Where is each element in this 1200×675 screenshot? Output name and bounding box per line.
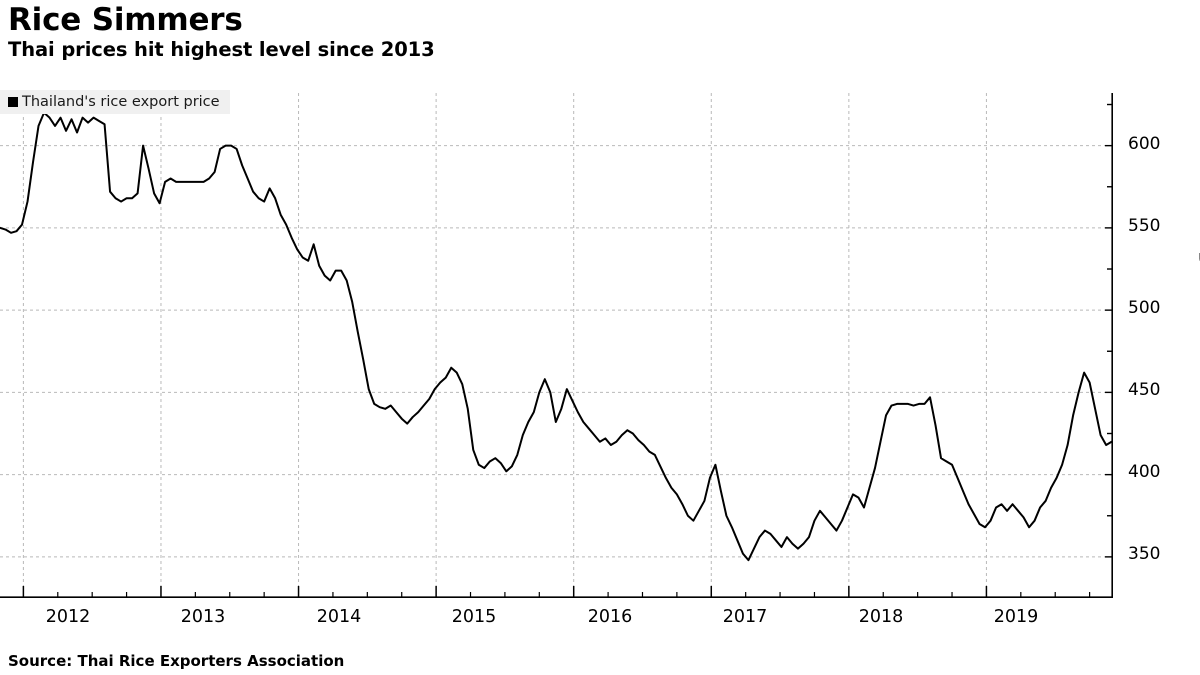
legend-swatch-icon bbox=[8, 97, 18, 107]
x-tick-label-2014: 2014 bbox=[316, 607, 362, 627]
plot-area bbox=[0, 93, 1113, 598]
chart-svg bbox=[0, 93, 1113, 598]
page-title: Rice Simmers bbox=[8, 2, 243, 38]
y-tick-label-550: 550 bbox=[1128, 216, 1161, 236]
x-gridlines bbox=[22, 93, 987, 598]
y-tick-label-500: 500 bbox=[1128, 298, 1161, 318]
y-tick-label-450: 450 bbox=[1128, 380, 1161, 400]
legend-item-label: Thailand's rice export price bbox=[22, 94, 220, 110]
x-tick-label-2018: 2018 bbox=[858, 607, 904, 627]
chart-subtitle: Thai prices hit highest level since 2013 bbox=[8, 38, 435, 61]
x-tick-label-2016: 2016 bbox=[587, 607, 633, 627]
series-line-thailand-rice-export-price bbox=[0, 111, 1113, 562]
gridlines bbox=[0, 145, 1113, 558]
y-tick-label-600: 600 bbox=[1128, 134, 1161, 154]
y-tick-label-400: 400 bbox=[1128, 462, 1161, 482]
y-tick-label-350: 350 bbox=[1128, 544, 1161, 564]
x-tick-label-2015: 2015 bbox=[451, 607, 497, 627]
chart-legend[interactable]: Thailand's rice export price bbox=[0, 90, 230, 114]
x-tick-label-2013: 2013 bbox=[180, 607, 226, 627]
chart-header: Rice Simmers Thai prices hit highest lev… bbox=[8, 2, 1188, 62]
source-note: Source: Thai Rice Exporters Association bbox=[8, 652, 345, 670]
x-tick-label-2019: 2019 bbox=[993, 607, 1039, 627]
x-tick-label-2017: 2017 bbox=[722, 607, 768, 627]
x-tick-label-2012: 2012 bbox=[45, 607, 91, 627]
x-axis-ticks bbox=[22, 586, 1091, 598]
